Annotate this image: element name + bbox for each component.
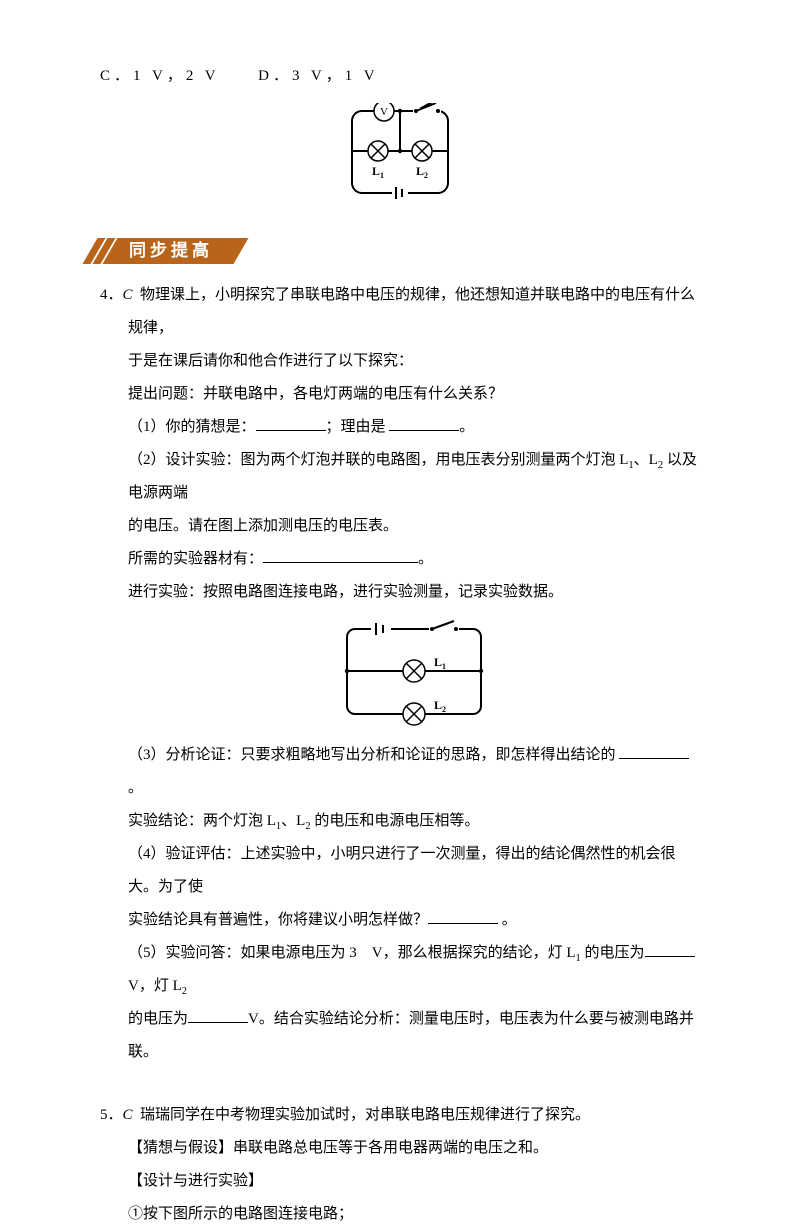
circuit-diagram-1: V L1 L2 [330,103,470,213]
q5-intro: 瑞瑞同学在中考物理实验加试时，对串联电路电压规律进行了探究。 [140,1107,590,1123]
svg-text:L1: L1 [372,164,384,180]
q4-part2-proc: 进行实验：按照电路图连接电路，进行实验测量，记录实验数据。 [128,576,700,609]
blank-guess [256,413,326,431]
q4-part2-materials: 所需的实验器材有：。 [128,543,700,576]
q4-conclusion: 实验结论：两个灯泡 L1、L2 的电压和电源电压相等。 [128,805,700,838]
svg-text:L1: L1 [434,655,446,671]
q5-guess: 【猜想与假设】串联电路总电压等于各用电器两端的电压之和。 [128,1132,700,1165]
q4-part4-line2: 实验结论具有普遍性，你将建议小明怎样做？ 。 [128,904,700,937]
q4-number: 4．C [100,287,133,303]
q5-step1: ①按下图所示的电路图连接电路； [128,1198,700,1231]
blank-analysis [619,741,689,759]
q4-intro-1: 物理课上，小明探究了串联电路中电压的规律，他还想知道并联电路中的电压有什么规律， [128,287,695,336]
q5-design: 【设计与进行实验】 [128,1165,700,1198]
q4-part3: （3）分析论证：只要求粗略地写出分析和论证的思路，即怎样得出结论的 。 [128,739,700,805]
section-banner: 同步提高 [90,238,700,264]
q4-part1: （1）你的猜想是：；理由是 。 [128,411,700,444]
blank-suggest [428,906,498,924]
blank-reason [389,413,459,431]
option-c: C．1 V，2 V [100,68,219,84]
q5-number: 5．C [100,1107,133,1123]
q4-part5-line2: 的电压为V。结合实验结论分析：测量电压时，电压表为什么要与被测电路并联。 [128,1003,700,1069]
svg-text:L2: L2 [434,698,446,714]
circuit-diagram-2: S L1 L2 [329,619,499,729]
q4-part5: （5）实验问答：如果电源电压为 3 V，那么根据探究的结论，灯 L1 的电压为 … [128,937,700,1003]
q4-prompt: 提出问题：并联电路中，各电灯两端的电压有什么关系？ [128,378,700,411]
q4-part4-line1: （4）验证评估：上述实验中，小明只进行了一次测量，得出的结论偶然性的机会很大。为… [128,838,700,904]
q4-part2-line1: （2）设计实验：图为两个灯泡并联的电路图，用电压表分别测量两个灯泡 L1、L2 … [128,444,700,510]
blank-materials [263,545,418,563]
blank-v1 [645,939,695,957]
blank-v2 [188,1005,248,1023]
svg-text:V: V [380,106,388,118]
option-d: D．3 V，1 V [258,68,378,84]
banner-text: 同步提高 [129,238,213,264]
question-4: 4．C 物理课上，小明探究了串联电路中电压的规律，他还想知道并联电路中的电压有什… [100,279,700,1069]
q4-part2-line2: 的电压。请在图上添加测电压的电压表。 [128,510,700,543]
svg-text:L2: L2 [416,164,428,180]
question-5: 5．C 瑞瑞同学在中考物理实验加试时，对串联电路电压规律进行了探究。 【猜想与假… [100,1099,700,1231]
svg-text:S: S [442,619,449,622]
q4-intro-2: 于是在课后请你和他合作进行了以下探究： [128,345,700,378]
